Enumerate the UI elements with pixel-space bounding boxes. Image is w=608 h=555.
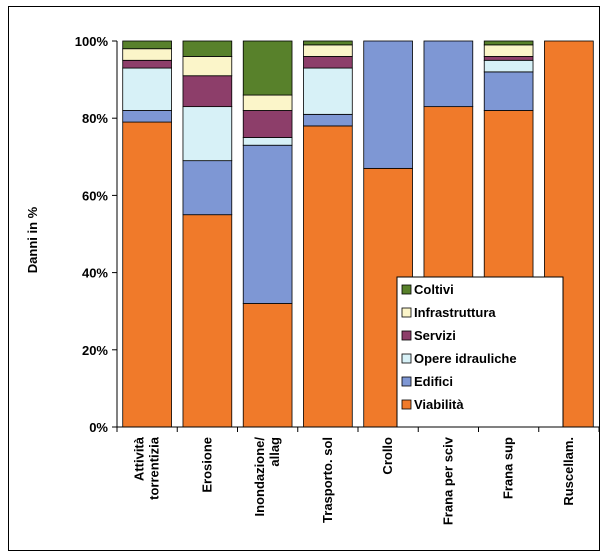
x-tick-label: Ruscellam. (561, 437, 576, 506)
x-tick-label-line: Crollo (380, 437, 395, 475)
y-axis-label: Danni in % (25, 206, 40, 273)
x-tick-label: Attivitàtorrentizia (132, 436, 162, 500)
bar-segment-opere-idrauliche-1 (183, 107, 232, 161)
x-axis: Attivitàtorrentizia Erosione Inondazione/a… (117, 427, 599, 525)
legend-swatch (402, 354, 411, 363)
bar-segment-opere-idrauliche-2 (243, 138, 292, 146)
bar-segment-infrastruttura-6 (484, 45, 533, 57)
y-tick-label: 40% (82, 266, 108, 281)
x-tick-label: Frana sup (501, 437, 516, 499)
x-tick-label-line: Frana sup (501, 437, 516, 499)
bar-segment-edifici-3 (303, 114, 352, 126)
y-axis: 0% 20% 40% 60% 80% 100% (75, 34, 117, 435)
stacked-bar-chart: 0% 20% 40% 60% 80% 100% Attivitàtorrentizia Er… (9, 7, 599, 550)
legend-label: Servizi (414, 328, 456, 343)
bar-segment-coltivi-0 (123, 41, 172, 49)
bar-segment-servizi-3 (303, 56, 352, 68)
bar-segment-coltivi-2 (243, 41, 292, 95)
legend-label: Viabilità (414, 397, 464, 412)
legend-label: Opere idrauliche (414, 351, 517, 366)
legend-swatch (402, 285, 411, 294)
y-tick-label: 80% (82, 111, 108, 126)
x-tick-label-line: Erosione (199, 437, 214, 493)
x-tick-label-line: torrentizia (147, 436, 162, 500)
legend-label: Coltivi (414, 282, 454, 297)
x-tick-label: Trasporto. sol (320, 437, 335, 523)
bar-segment-opere-idrauliche-0 (123, 68, 172, 110)
bar-segment-coltivi-3 (303, 41, 352, 45)
bar-segment-viabilit--3 (303, 126, 352, 427)
bar-segment-infrastruttura-0 (123, 49, 172, 61)
y-tick-label: 60% (82, 188, 108, 203)
bar-segment-coltivi-6 (484, 41, 533, 45)
legend-label: Edifici (414, 374, 453, 389)
bar-segment-viabilit--0 (123, 122, 172, 427)
legend-swatch (402, 377, 411, 386)
y-tick-label: 100% (75, 34, 109, 49)
bar-segment-servizi-2 (243, 110, 292, 137)
x-tick-label-line: Trasporto. sol (320, 437, 335, 523)
legend-swatch (402, 308, 411, 317)
x-tick-label: Frana per sciv (440, 436, 455, 525)
bar-segment-servizi-6 (484, 56, 533, 60)
bar-segment-servizi-1 (183, 76, 232, 107)
bar-segment-edifici-6 (484, 72, 533, 111)
legend: Coltivi Infrastruttura Servizi Opere idraul… (397, 277, 563, 427)
legend-swatch (402, 400, 411, 409)
bar-segment-infrastruttura-2 (243, 95, 292, 110)
bar-segment-edifici-4 (364, 41, 413, 168)
bar-segment-opere-idrauliche-6 (484, 60, 533, 72)
x-tick-label-line: Attività (132, 436, 147, 481)
chart-frame: 0% 20% 40% 60% 80% 100% Attivitàtorrentizia Er… (8, 6, 600, 551)
y-tick-label: 0% (89, 420, 108, 435)
legend-label: Infrastruttura (414, 305, 496, 320)
bar-segment-edifici-0 (123, 110, 172, 122)
bar-segment-edifici-1 (183, 161, 232, 215)
x-tick-label-line: Frana per sciv (440, 436, 455, 525)
bar-segment-coltivi-1 (183, 41, 232, 56)
x-tick-label: Inondazione/allag (252, 437, 282, 517)
bar-segment-edifici-2 (243, 145, 292, 303)
x-tick-label-line: Inondazione/ (252, 437, 267, 517)
x-tick-label: Crollo (380, 437, 395, 475)
x-tick-label-line: allag (267, 437, 282, 467)
y-tick-label: 20% (82, 343, 108, 358)
bar-segment-opere-idrauliche-3 (303, 68, 352, 114)
x-tick-label: Erosione (199, 437, 214, 493)
bar-segment-viabilit--2 (243, 303, 292, 427)
legend-swatch (402, 331, 411, 340)
x-tick-label-line: Ruscellam. (561, 437, 576, 506)
bar-segment-viabilit--1 (183, 215, 232, 427)
bar-segment-infrastruttura-1 (183, 56, 232, 75)
bar-segment-servizi-0 (123, 60, 172, 68)
bar-segment-edifici-5 (424, 41, 473, 107)
bar-segment-infrastruttura-3 (303, 45, 352, 57)
